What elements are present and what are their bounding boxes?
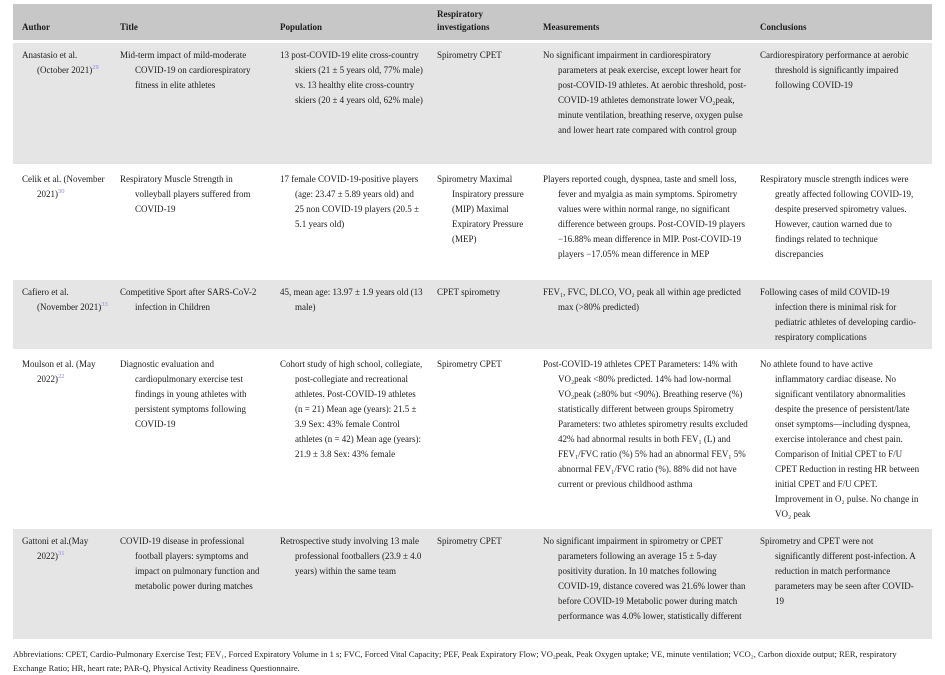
conclusions-cell: Spirometry and CPET were not significant… bbox=[760, 529, 932, 639]
population-cell: 17 female COVID-19-positive players (age… bbox=[280, 167, 437, 277]
investigations-cell: Spirometry Maximal Inspiratory pressure … bbox=[437, 167, 543, 277]
table-row-gattoni: Gattoni et al.(May 2022)31 COVID-19 dise… bbox=[13, 529, 932, 639]
investigations-cell: Spirometry CPET bbox=[437, 352, 543, 526]
table-row-cafiero: Cafiero et al. (November 2021)33 Competi… bbox=[13, 280, 932, 349]
title-cell: Respiratory Muscle Strength in volleybal… bbox=[120, 167, 280, 277]
investigations-cell: CPET spirometry bbox=[437, 280, 543, 349]
author-name: Celik et al. (November 2021) bbox=[22, 174, 105, 199]
conclusions-cell: Respiratory muscle strength indices were… bbox=[760, 167, 932, 277]
citation-ref-link[interactable]: 29 bbox=[92, 64, 99, 71]
author-name: Cafiero et al. (November 2021) bbox=[22, 287, 102, 312]
investigations-cell: Spirometry CPET bbox=[437, 43, 543, 164]
measurements-cell: Post-COVID-19 athletes CPET Parameters: … bbox=[543, 352, 760, 526]
investigations-cell: Spirometry CPET bbox=[437, 529, 543, 639]
conclusions-text: Following cases of mild COVID-19 infecti… bbox=[760, 287, 916, 342]
conclusions-text: Cardiorespiratory performance at aerobic… bbox=[760, 50, 909, 90]
table-row-moulson: Moulson et al. (May 2022)22 Diagnostic e… bbox=[13, 352, 932, 526]
author-text: Gattoni et al.(May 2022)31 bbox=[22, 534, 108, 564]
table-row-celik: Celik et al. (November 2021)30 Respirato… bbox=[13, 167, 932, 277]
abbreviations-footnote: Abbreviations: CPET, Cardio-Pulmonary Ex… bbox=[13, 649, 897, 673]
author-name: Moulson et al. (May 2022) bbox=[22, 359, 96, 384]
title-cell: Competitive Sport after SARS-CoV-2 infec… bbox=[120, 280, 280, 349]
citation-ref-link[interactable]: 31 bbox=[58, 550, 65, 557]
citation-ref-link[interactable]: 33 bbox=[101, 301, 108, 308]
author-cell: Moulson et al. (May 2022)22 bbox=[13, 352, 120, 526]
title-cell: Diagnostic evaluation and cardiopulmonar… bbox=[120, 352, 280, 526]
column-header-respiratory-investigations: Respiratory investigations bbox=[437, 4, 543, 40]
measurements-cell: No significant impairment in cardiorespi… bbox=[543, 43, 760, 164]
measurements-text: Players reported cough, dyspnea, taste a… bbox=[543, 174, 746, 259]
column-header-author: Author bbox=[13, 17, 120, 40]
author-text: Celik et al. (November 2021)30 bbox=[22, 172, 108, 202]
author-cell: Anastasio et al. (October 2021)29 bbox=[13, 43, 120, 164]
author-name: Gattoni et al.(May 2022) bbox=[22, 536, 89, 561]
population-cell: 45, mean age: 13.97 ± 1.9 years old (13 … bbox=[280, 280, 437, 349]
author-cell: Gattoni et al.(May 2022)31 bbox=[13, 529, 120, 639]
column-header-respiratory-investigations-label: Respiratory investigations bbox=[437, 9, 490, 32]
author-text: Moulson et al. (May 2022)22 bbox=[22, 357, 108, 387]
population-text: 13 post-COVID-19 elite cross-country ski… bbox=[280, 50, 423, 105]
population-text: Cohort study of high school, collegiate,… bbox=[280, 359, 423, 459]
measurements-cell: Players reported cough, dyspnea, taste a… bbox=[543, 167, 760, 277]
column-header-conclusions: Conclusions bbox=[760, 17, 932, 40]
conclusions-text: Spirometry and CPET were not significant… bbox=[760, 536, 916, 606]
conclusions-text: No athlete found to have active inflamma… bbox=[760, 359, 920, 519]
column-header-measurements-label: Measurements bbox=[543, 22, 600, 32]
author-cell: Cafiero et al. (November 2021)33 bbox=[13, 280, 120, 349]
author-name: Anastasio et al. (October 2021) bbox=[22, 50, 93, 75]
measurements-text: No significant impairment in cardiorespi… bbox=[543, 50, 747, 135]
studies-table: Author Title Population Respiratory inve… bbox=[13, 4, 932, 639]
citation-ref-link[interactable]: 22 bbox=[58, 373, 65, 380]
measurements-text: FEV₁, FVC, DLCO, VO₂ peak all within age… bbox=[543, 287, 741, 312]
column-header-title-label: Title bbox=[120, 22, 138, 32]
population-text: 45, mean age: 13.97 ± 1.9 years old (13 … bbox=[280, 287, 423, 312]
column-header-author-label: Author bbox=[22, 22, 51, 32]
author-text: Anastasio et al. (October 2021)29 bbox=[22, 48, 108, 78]
measurements-cell: No significant impairment in spirometry … bbox=[543, 529, 760, 639]
title-cell: Mid-term impact of mild-moderate COVID-1… bbox=[120, 43, 280, 164]
conclusions-cell: No athlete found to have active inflamma… bbox=[760, 352, 932, 526]
population-cell: Cohort study of high school, collegiate,… bbox=[280, 352, 437, 526]
table-header-row: Author Title Population Respiratory inve… bbox=[13, 4, 932, 40]
column-header-measurements: Measurements bbox=[543, 17, 760, 40]
conclusions-cell: Cardiorespiratory performance at aerobic… bbox=[760, 43, 932, 164]
title-text: COVID-19 disease in professional footbal… bbox=[120, 536, 260, 591]
population-text: Retrospective study involving 13 male pr… bbox=[280, 536, 422, 576]
investigations-text: Spirometry CPET bbox=[437, 359, 502, 369]
title-text: Respiratory Muscle Strength in volleybal… bbox=[120, 174, 251, 214]
measurements-text: Post-COVID-19 athletes CPET Parameters: … bbox=[543, 359, 748, 489]
title-text: Competitive Sport after SARS-CoV-2 infec… bbox=[120, 287, 257, 312]
title-text: Diagnostic evaluation and cardiopulmonar… bbox=[120, 359, 247, 429]
measurements-cell: FEV₁, FVC, DLCO, VO₂ peak all within age… bbox=[543, 280, 760, 349]
author-cell: Celik et al. (November 2021)30 bbox=[13, 167, 120, 277]
column-header-population: Population bbox=[280, 17, 437, 40]
column-header-population-label: Population bbox=[280, 22, 323, 32]
title-text: Mid-term impact of mild-moderate COVID-1… bbox=[120, 50, 251, 90]
measurements-text: No significant impairment in spirometry … bbox=[543, 536, 746, 621]
column-header-title: Title bbox=[120, 17, 280, 40]
conclusions-cell: Following cases of mild COVID-19 infecti… bbox=[760, 280, 932, 349]
author-text: Cafiero et al. (November 2021)33 bbox=[22, 285, 108, 315]
investigations-text: Spirometry Maximal Inspiratory pressure … bbox=[437, 174, 524, 244]
title-cell: COVID-19 disease in professional footbal… bbox=[120, 529, 280, 639]
investigations-text: CPET spirometry bbox=[437, 287, 501, 297]
investigations-text: Spirometry CPET bbox=[437, 50, 502, 60]
column-header-conclusions-label: Conclusions bbox=[760, 22, 807, 32]
conclusions-text: Respiratory muscle strength indices were… bbox=[760, 174, 914, 259]
investigations-text: Spirometry CPET bbox=[437, 536, 502, 546]
citation-ref-link[interactable]: 30 bbox=[58, 188, 65, 195]
population-text: 17 female COVID-19-positive players (age… bbox=[280, 174, 419, 229]
table-row-anastasio: Anastasio et al. (October 2021)29 Mid-te… bbox=[13, 43, 932, 164]
population-cell: 13 post-COVID-19 elite cross-country ski… bbox=[280, 43, 437, 164]
population-cell: Retrospective study involving 13 male pr… bbox=[280, 529, 437, 639]
